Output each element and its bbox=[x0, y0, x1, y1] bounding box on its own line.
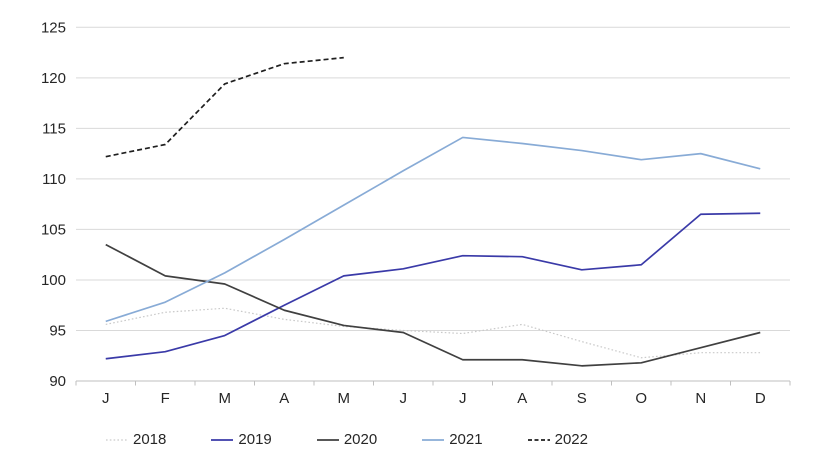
legend-item-2022: 2022 bbox=[527, 431, 588, 448]
legend-swatch-2021 bbox=[422, 438, 445, 441]
legend-item-2021: 2021 bbox=[422, 431, 483, 448]
x-tick-label: O bbox=[635, 390, 647, 407]
x-tick-label: J bbox=[459, 390, 467, 407]
series-line-2021 bbox=[105, 136, 761, 323]
legend-label-2022: 2022 bbox=[554, 431, 588, 448]
y-tick-label: 90 bbox=[49, 373, 66, 390]
legend-item-2019: 2019 bbox=[211, 431, 272, 448]
x-tick-label: N bbox=[695, 390, 706, 407]
y-tick-label: 100 bbox=[41, 272, 66, 289]
y-tick-label: 95 bbox=[49, 322, 66, 339]
y-tick-label: 105 bbox=[41, 221, 66, 238]
x-tick-label: D bbox=[755, 390, 766, 407]
chart-legend: 2018 2019 2020 2021 2022 bbox=[106, 432, 588, 447]
series-line-2020 bbox=[105, 243, 761, 367]
y-tick-label: 120 bbox=[41, 70, 66, 87]
gridlines bbox=[76, 26, 790, 331]
legend-swatch-2022 bbox=[527, 438, 550, 441]
y-tick-label: 110 bbox=[42, 171, 66, 188]
x-tick-label: F bbox=[161, 390, 170, 407]
series-line-2018 bbox=[105, 307, 761, 359]
y-tick-label: 125 bbox=[41, 19, 66, 36]
legend-label-2021: 2021 bbox=[449, 431, 483, 448]
y-axis-labels: 90 95 100 105 110 115 120 125 bbox=[41, 19, 66, 390]
legend-swatch-2018 bbox=[106, 438, 128, 441]
x-axis bbox=[75, 380, 791, 386]
x-tick-label: A bbox=[517, 390, 527, 407]
legend-item-2020: 2020 bbox=[316, 431, 378, 448]
x-tick-label: J bbox=[400, 390, 408, 407]
legend-label-2020: 2020 bbox=[343, 431, 378, 448]
legend-label-2019: 2019 bbox=[238, 431, 272, 448]
legend-swatch-2019 bbox=[211, 438, 234, 441]
series-line-2022 bbox=[105, 56, 344, 158]
legend-swatch-2020 bbox=[316, 438, 339, 441]
legend-item-2018: 2018 bbox=[106, 432, 166, 447]
x-tick-label: J bbox=[102, 390, 110, 407]
series-line-2019 bbox=[105, 212, 761, 360]
x-tick-label: M bbox=[338, 390, 351, 407]
x-tick-label: A bbox=[279, 390, 289, 407]
legend-label-2018: 2018 bbox=[133, 431, 167, 448]
x-tick-label: M bbox=[219, 390, 232, 407]
x-tick-label: S bbox=[577, 390, 587, 407]
y-tick-label: 115 bbox=[42, 120, 66, 137]
series-lines bbox=[105, 56, 761, 367]
